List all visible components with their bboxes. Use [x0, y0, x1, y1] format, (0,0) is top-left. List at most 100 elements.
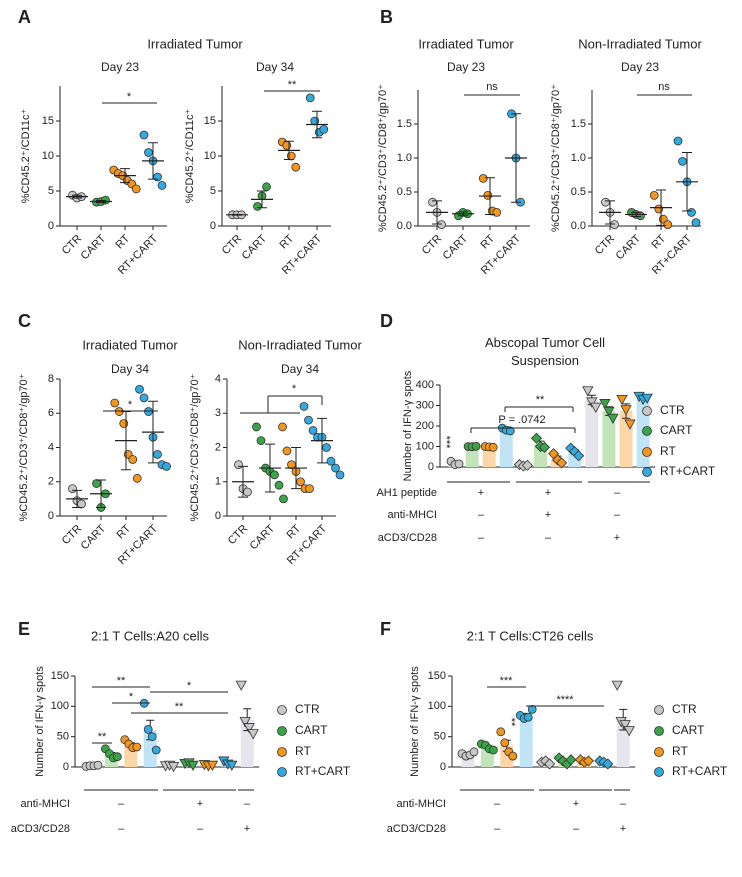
point: [478, 173, 488, 183]
point: [279, 494, 288, 504]
chart-title: Irradiated Tumor: [82, 337, 178, 352]
point: [262, 182, 271, 192]
point: [278, 422, 287, 432]
condition-value: –: [620, 798, 627, 810]
significance-label: **: [505, 718, 517, 727]
condition-label: anti-MHCI: [396, 798, 446, 810]
point: [93, 760, 103, 770]
error-bar: [232, 213, 242, 216]
condition-label: aCD3/CD28: [387, 823, 446, 835]
point: [282, 446, 292, 456]
error-bar: [605, 200, 615, 225]
bar: [499, 429, 513, 467]
y-tick-label: 0.0: [571, 220, 586, 232]
chart-title: Non-Irradiated Tumor: [578, 36, 702, 51]
error-bar: [284, 140, 294, 160]
panel-label: A: [18, 7, 31, 27]
point: [270, 470, 279, 480]
significance-label: ns: [486, 81, 498, 93]
y-tick-label: 1.5: [571, 118, 586, 130]
legend-marker: [654, 767, 664, 777]
panel-label: B: [380, 7, 393, 27]
y-tick-label: 0: [215, 510, 221, 522]
condition-value: +: [478, 487, 484, 499]
significance-label: ***: [500, 675, 514, 687]
point: [471, 441, 481, 451]
condition-value: –: [118, 798, 125, 810]
point: [308, 425, 318, 435]
legend-marker: [277, 767, 287, 777]
point: [654, 204, 664, 214]
point: [153, 449, 162, 459]
point: [305, 484, 314, 494]
condition-label: anti-MHCI: [387, 509, 437, 521]
y-axis-label: %CD45.2⁺/CD3⁺/CD8⁺/gp70⁺: [550, 84, 562, 232]
condition-value: –: [244, 798, 251, 810]
significance-label: **: [536, 394, 545, 406]
significance-label: P = .0742: [498, 414, 545, 426]
error-bar: [485, 177, 495, 215]
panel-label: C: [18, 311, 31, 331]
y-tick-label: 0: [48, 220, 54, 232]
error-bar: [312, 110, 322, 139]
y-tick-label: 15: [42, 115, 54, 127]
point: [500, 738, 510, 748]
point: [687, 207, 696, 217]
y-tick-label: 0.5: [571, 186, 586, 198]
x-tick-label: CART: [79, 522, 109, 552]
condition-value: –: [478, 532, 485, 544]
point: [611, 680, 623, 691]
point: [599, 399, 611, 410]
condition-label: anti-MHCI: [20, 798, 70, 810]
point: [167, 761, 180, 773]
point: [582, 386, 594, 397]
point: [144, 407, 153, 416]
legend-label: CART: [672, 723, 705, 737]
y-tick-label: 1.0: [571, 152, 586, 164]
subtitle: Day 34: [281, 362, 319, 376]
point: [538, 441, 551, 453]
condition-value: +: [545, 487, 551, 499]
point: [641, 393, 653, 404]
error-bar: [72, 489, 82, 508]
point: [673, 136, 683, 146]
point: [274, 480, 284, 490]
condition-value: +: [197, 798, 203, 810]
point: [144, 148, 153, 157]
y-tick-label: 50: [57, 731, 69, 743]
point: [603, 406, 615, 418]
point: [110, 398, 120, 408]
bar: [602, 411, 616, 467]
legend-marker: [654, 726, 664, 736]
significance-label: *: [127, 91, 132, 103]
chart-title: 2:1 T Cells:CT26 cells: [467, 628, 594, 643]
y-tick-label: 0: [63, 761, 69, 773]
error-bar: [458, 211, 468, 217]
condition-value: –: [614, 509, 621, 521]
y-tick-label: 0: [428, 461, 434, 473]
y-tick-label: 150: [428, 670, 446, 682]
y-tick-label: 0.0: [397, 220, 412, 232]
point: [523, 712, 533, 722]
error-bar: [257, 190, 267, 209]
y-tick-label: 5: [48, 185, 54, 197]
point: [619, 720, 631, 731]
y-tick-label: 4: [48, 441, 54, 453]
legend-label: CTR: [660, 403, 685, 417]
point: [483, 190, 493, 200]
point: [636, 211, 645, 221]
legend-marker: [654, 747, 664, 757]
y-axis-label: Number of IFN-γ spots: [402, 370, 414, 481]
legend-marker: [277, 747, 287, 757]
legend-label: RT+CART: [672, 764, 728, 778]
point: [139, 130, 149, 140]
significance-label: ****: [556, 694, 574, 706]
subtitle: Day 23: [101, 60, 139, 74]
y-tick-label: 0: [48, 510, 54, 522]
point: [247, 729, 259, 740]
point: [119, 419, 129, 428]
point: [291, 162, 301, 172]
y-tick-label: 150: [51, 670, 69, 682]
point: [135, 384, 144, 394]
